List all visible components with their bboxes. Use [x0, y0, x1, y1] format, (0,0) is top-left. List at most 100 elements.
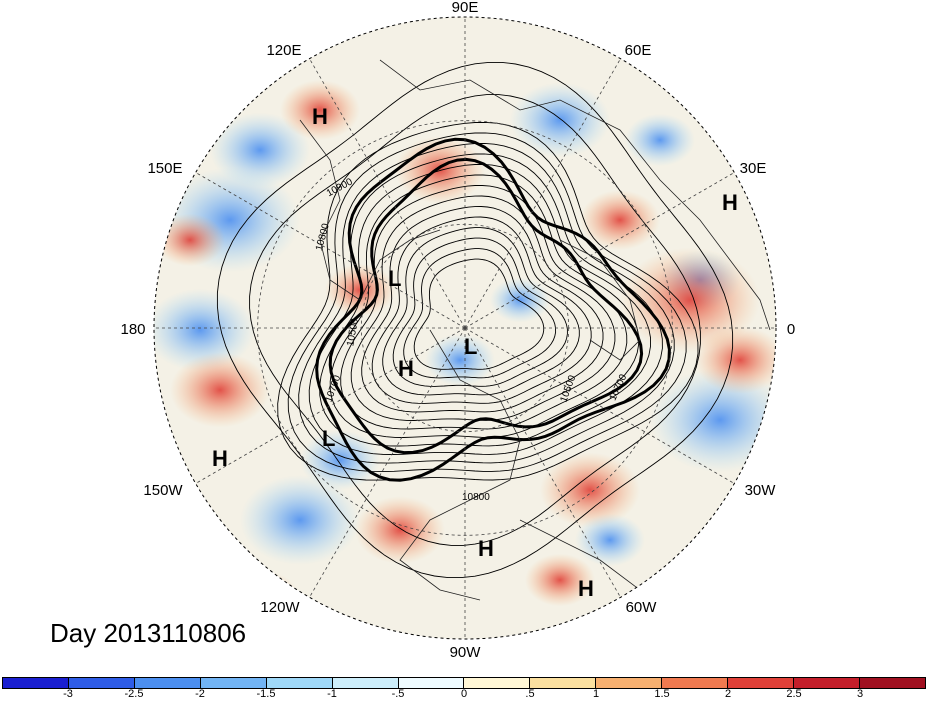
- latitude-circle: [360, 223, 570, 433]
- lon-label-0: 0: [787, 321, 795, 338]
- anomaly-field: [154, 17, 776, 639]
- contour-label: 10800: [462, 492, 490, 503]
- meridian-line: [195, 172, 466, 329]
- height-contour: [340, 185, 628, 430]
- lon-label-60e: 60E: [625, 42, 652, 59]
- positive-anomaly-area: [620, 247, 760, 353]
- high-marker: H: [478, 536, 494, 561]
- positive-anomaly-area: [695, 326, 776, 394]
- lon-label-120w: 120W: [260, 599, 300, 616]
- height-contour: [249, 94, 701, 546]
- lon-label-180: 180: [120, 321, 145, 338]
- positive-anomaly-area: [580, 190, 660, 250]
- negative-anomaly-area: [425, 333, 495, 387]
- lon-label-30w: 30W: [745, 482, 777, 499]
- colorbar-segment: [332, 678, 399, 688]
- height-contour: [371, 216, 592, 404]
- colorbar-segment: [3, 678, 69, 688]
- colorbar-segment: [794, 678, 860, 688]
- negative-anomaly-area: [300, 430, 380, 490]
- colorbar-segment: [68, 678, 135, 688]
- colorbar-segment: [859, 678, 925, 688]
- colorbar-tick: -2: [195, 688, 205, 700]
- colorbar-tick: .5: [525, 688, 535, 700]
- colorbar-tick: 2.5: [786, 688, 802, 700]
- meridian-line: [309, 327, 466, 598]
- colorbar: [2, 677, 926, 689]
- height-contour: [382, 227, 580, 396]
- height-contour: [319, 163, 651, 447]
- coastline: [559, 239, 641, 361]
- day-label: Day 2013110806: [50, 618, 247, 648]
- low-marker: L: [464, 334, 477, 359]
- height-contour: [298, 142, 675, 464]
- colorbar-tick: -.5: [391, 688, 405, 700]
- colorbar-segment: [200, 678, 267, 688]
- colorbar-segment: [530, 678, 597, 688]
- high-marker: H: [312, 104, 328, 129]
- negative-anomaly-area: [510, 82, 610, 158]
- colorbar-tick: -1: [327, 688, 337, 700]
- height-contour: [403, 248, 557, 379]
- positive-anomaly-area: [355, 496, 445, 564]
- colorbar-tick: -2.5: [124, 688, 144, 700]
- coastline: [299, 119, 441, 301]
- lon-label-150w: 150W: [143, 482, 183, 499]
- high-marker: H: [212, 446, 228, 471]
- meridian-line: [464, 58, 621, 329]
- colorbar-tick: -3: [63, 688, 73, 700]
- low-marker: L: [322, 426, 335, 451]
- graticule: [154, 17, 776, 639]
- colorbar-tick: 1: [592, 688, 600, 700]
- colorbar-tick: 1.5: [654, 688, 670, 700]
- lon-label-30e: 30E: [740, 160, 767, 177]
- positive-anomaly-area: [540, 452, 640, 528]
- negative-anomaly-area: [625, 113, 695, 167]
- positive-anomaly-area: [280, 80, 360, 140]
- high-marker: H: [578, 576, 594, 601]
- low-marker: L: [388, 266, 401, 291]
- meridian-line: [464, 327, 735, 484]
- jet-contour: [328, 157, 644, 455]
- meridian-line: [464, 172, 735, 329]
- meridian-line: [309, 58, 466, 329]
- height-contour: [277, 121, 699, 481]
- colorbar-segment: [662, 678, 729, 688]
- colorbar-segment: [596, 678, 663, 688]
- contour-label: 10500: [345, 317, 361, 347]
- colorbar-tick: 2: [724, 688, 732, 700]
- height-contour: [413, 258, 545, 370]
- coastline: [399, 329, 521, 601]
- colorbar-segment: [398, 678, 465, 688]
- high-marker: H: [398, 356, 414, 381]
- colorbar-segment: [464, 678, 531, 688]
- positive-anomaly-area: [525, 553, 595, 607]
- negative-anomaly-area: [210, 112, 310, 188]
- lon-label-150e: 150E: [147, 160, 182, 177]
- colorbar-segment: [728, 678, 795, 688]
- colorbar-tick: -1.5: [256, 688, 276, 700]
- positive-anomaly-area: [170, 352, 270, 428]
- colorbar-segment: [266, 678, 333, 688]
- lon-label-90e: 90E: [452, 0, 479, 16]
- lon-label-120e: 120E: [266, 42, 301, 59]
- height-contour: [392, 237, 568, 387]
- height-contour: [216, 61, 734, 579]
- colorbar-tick: 0: [460, 688, 468, 700]
- jet-contour: [315, 137, 671, 482]
- colorbar-tick: 3: [856, 688, 864, 700]
- meridian-line: [464, 327, 621, 598]
- height-contour: [287, 132, 687, 473]
- lon-label-60w: 60W: [626, 599, 658, 616]
- height-contour: [361, 206, 604, 413]
- coastline: [379, 59, 771, 331]
- negative-anomaly-area: [490, 277, 550, 323]
- map-boundary: [153, 16, 777, 640]
- colorbar-tick-labels: -3 -2.5 -2 -1.5 -1 -.5 0 .5 1 1.5 2 2.5 3: [2, 688, 926, 702]
- colorbar-segment: [134, 678, 201, 688]
- latitude-circle: [257, 120, 673, 536]
- negative-anomaly-area: [575, 513, 645, 567]
- positive-anomaly-area: [155, 213, 225, 267]
- lon-label-90w: 90W: [450, 644, 482, 661]
